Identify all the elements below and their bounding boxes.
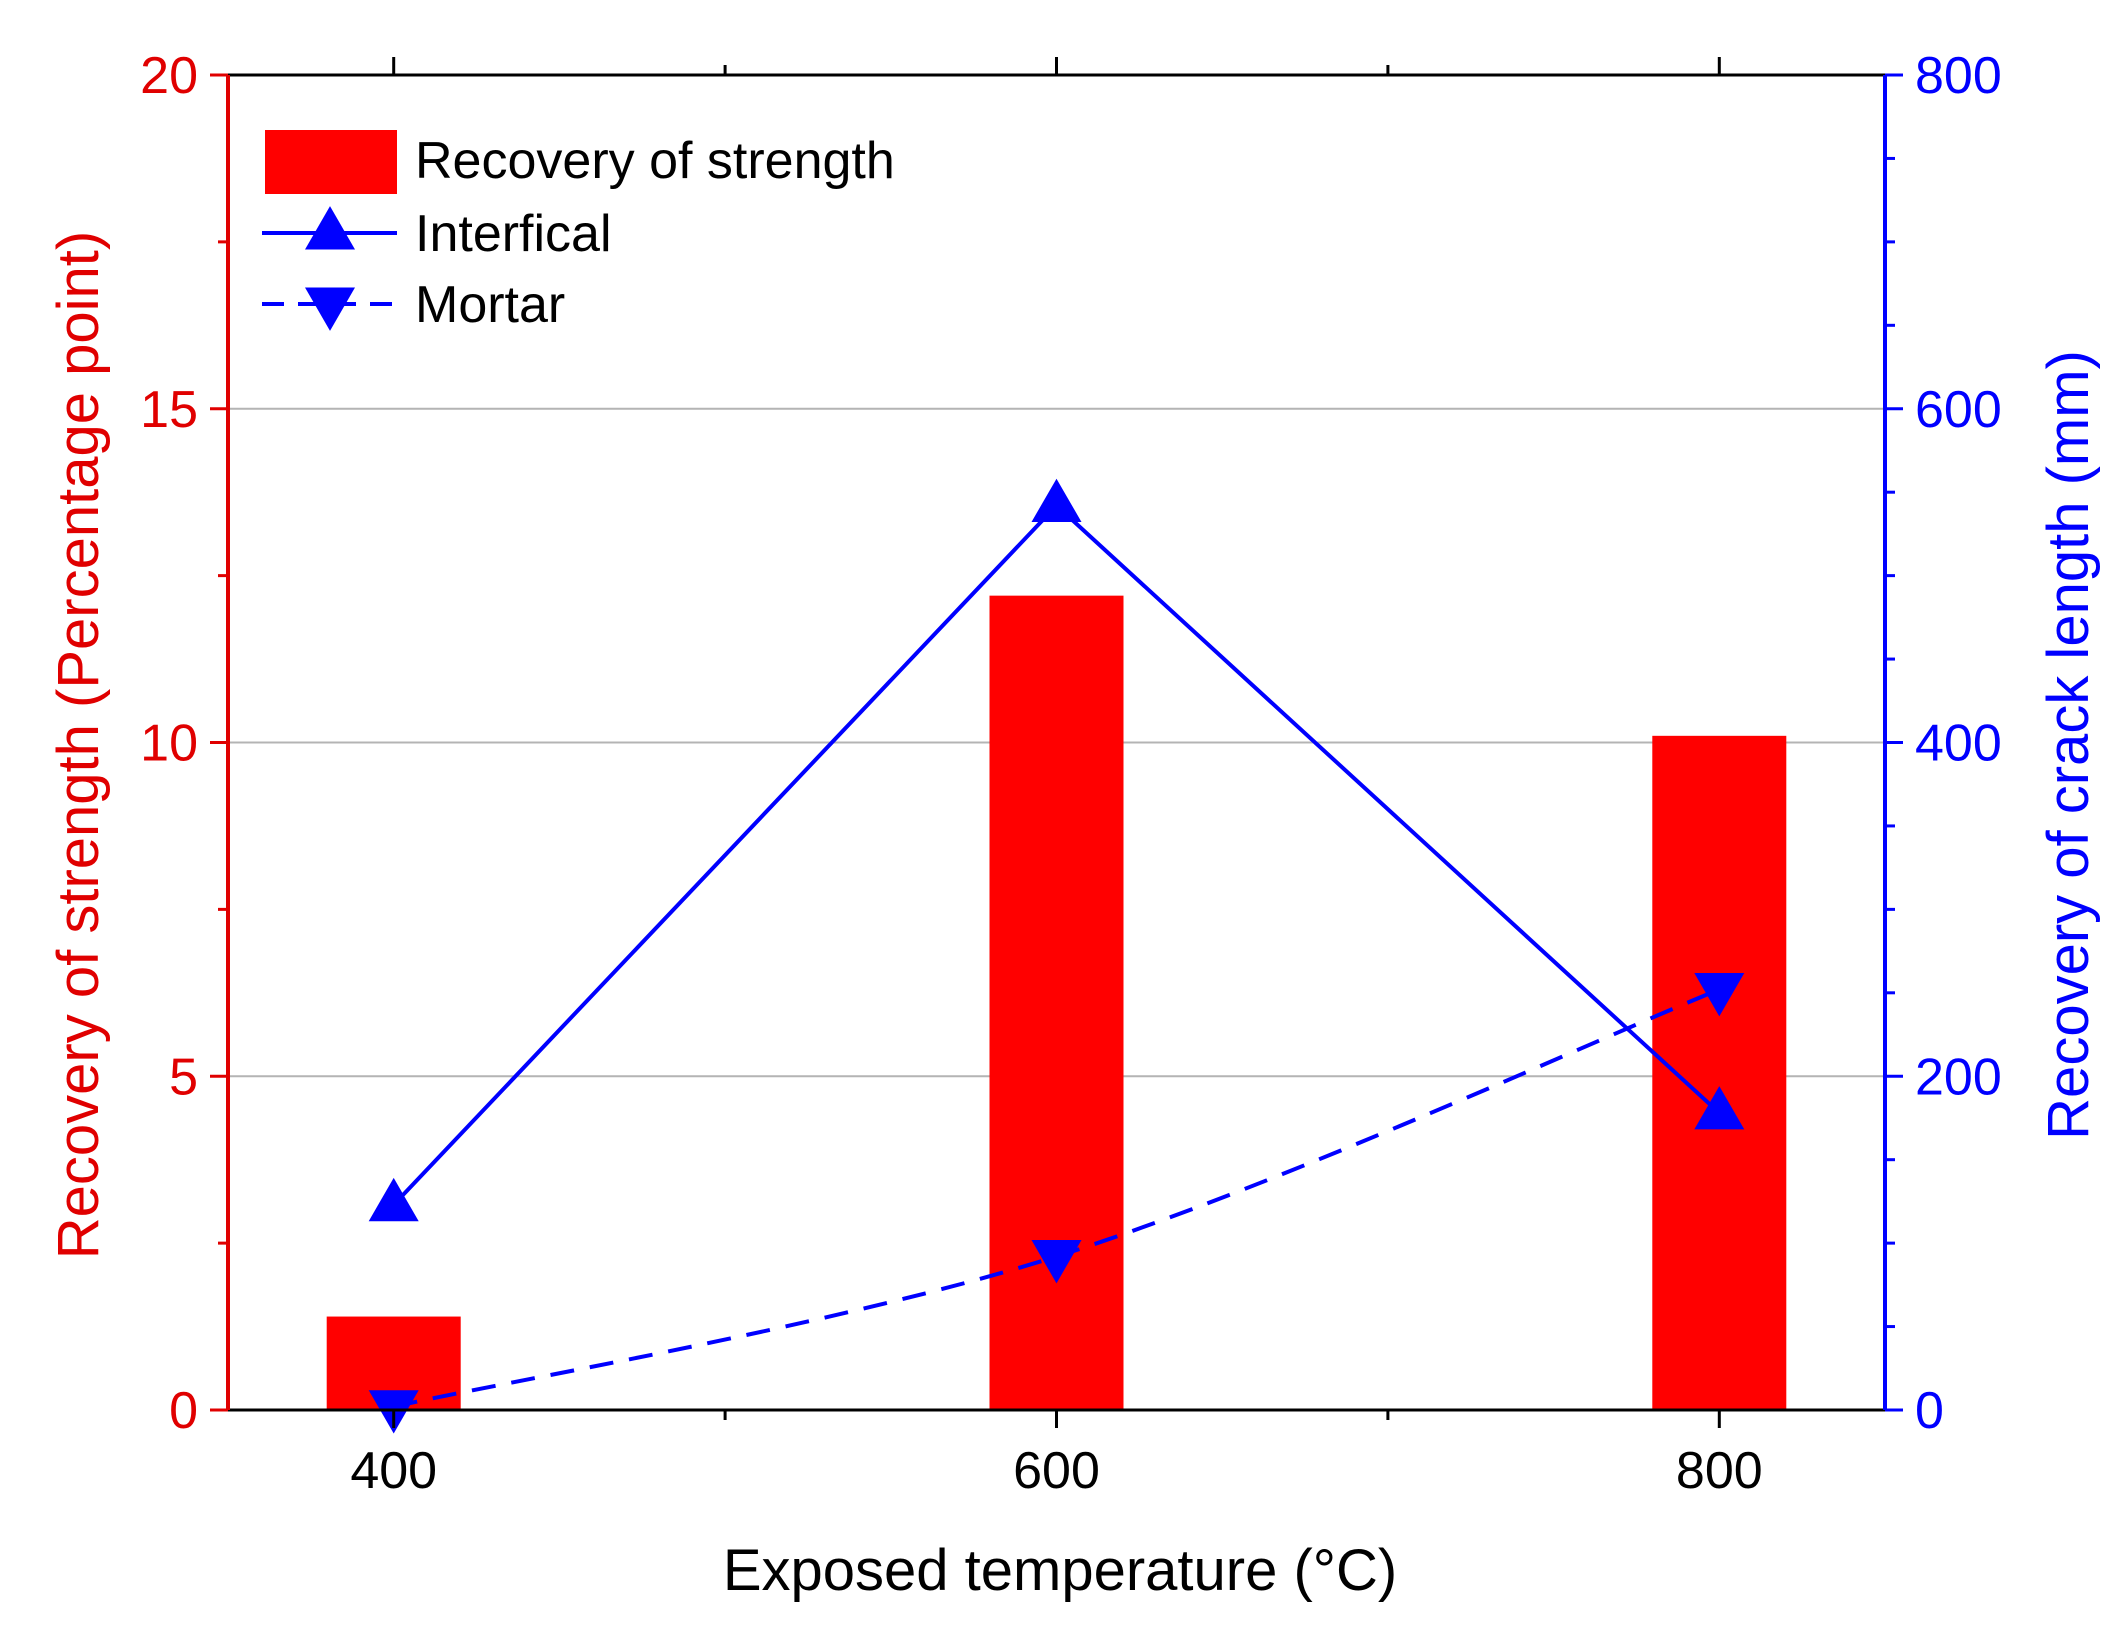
y-right-tick-label: 800: [1915, 47, 2002, 105]
legend-marker-interfical: [305, 206, 355, 250]
legend-label-mortar: Mortar: [415, 276, 565, 334]
legend: Recovery of strength Interfical Mortar: [262, 130, 895, 334]
marker-mortar-600: [1031, 1240, 1082, 1284]
marker-mortar-800: [1694, 973, 1745, 1017]
y-right-tick-label: 600: [1915, 381, 2002, 439]
legend-label-interfical: Interfical: [415, 205, 612, 263]
legend-marker-mortar: [305, 287, 355, 331]
bar-800: [1652, 735, 1787, 1410]
legend-label-bars: Recovery of strength: [415, 132, 895, 190]
marker-interfical-800: [1694, 1086, 1745, 1130]
series-line-mortar: [393, 987, 1721, 1409]
y-right-tick-label: 0: [1915, 1382, 1944, 1440]
y-left-tick-label: 0: [169, 1382, 198, 1440]
axis-ticks: [210, 57, 1903, 1428]
x-axis-title: Exposed temperature (°C): [723, 1538, 1397, 1603]
y-left-tick-label: 10: [140, 715, 198, 773]
series-markers: [368, 478, 1745, 1434]
bar-600: [989, 595, 1124, 1410]
y-right-tick-label: 400: [1915, 715, 2002, 773]
x-tick-label: 600: [1013, 1442, 1100, 1500]
y-left-tick-label: 5: [169, 1048, 198, 1106]
y-right-tick-label: 200: [1915, 1048, 2002, 1106]
x-tick-label: 800: [1676, 1442, 1763, 1500]
legend-swatch-bars: [265, 130, 397, 194]
marker-interfical-600: [1031, 478, 1082, 522]
marker-interfical-400: [368, 1177, 419, 1222]
y-left-tick-label: 15: [140, 381, 198, 439]
y-axis-left-title: Recovery of strength (Percentage point): [46, 231, 111, 1259]
y-axis-right-title: Recovery of crack length (mm): [2036, 350, 2101, 1140]
y-left-tick-label: 20: [140, 47, 198, 105]
x-tick-label: 400: [350, 1442, 437, 1500]
